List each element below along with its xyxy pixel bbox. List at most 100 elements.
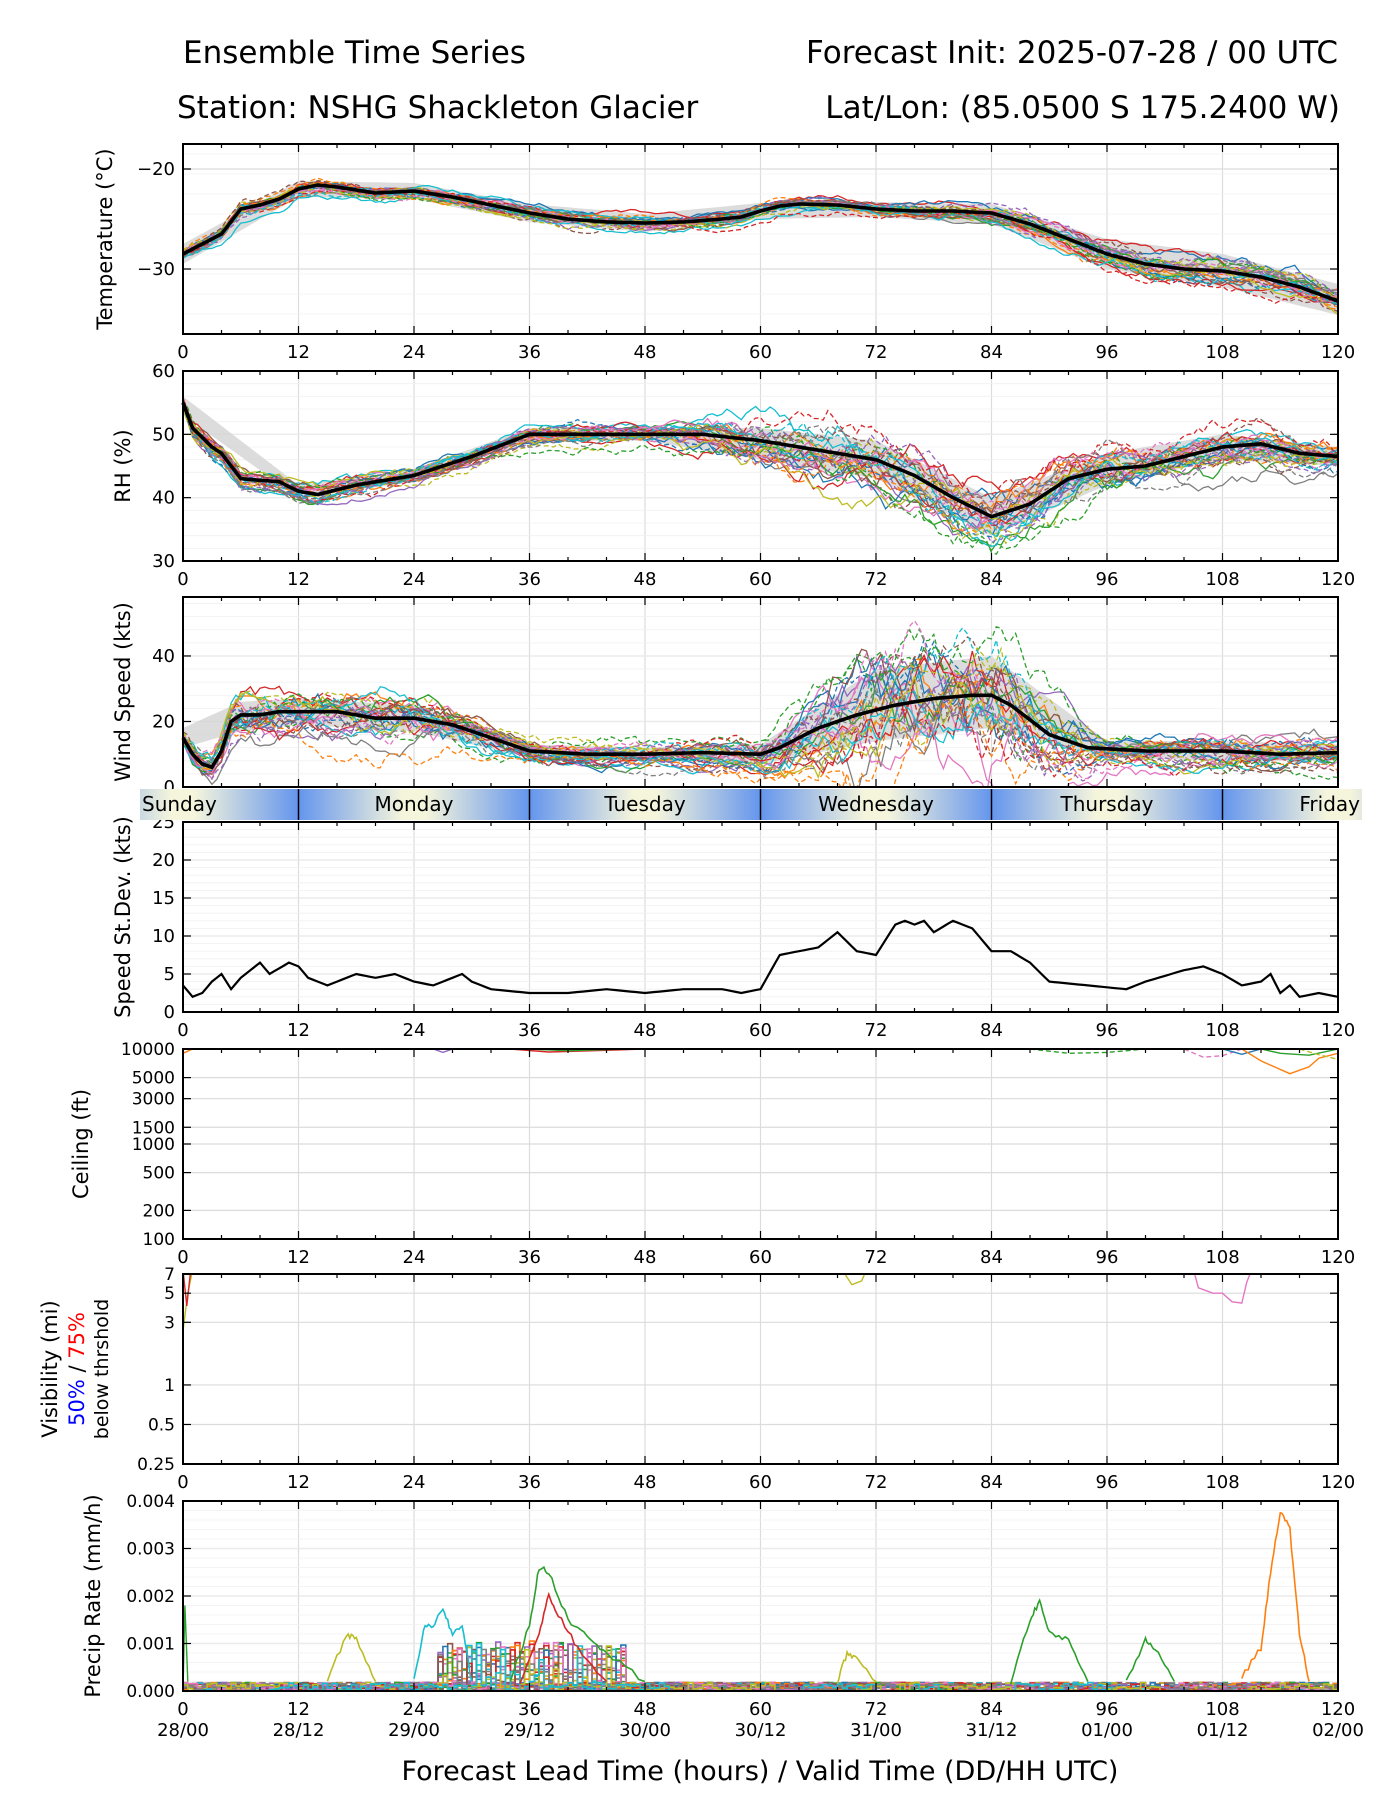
x-tick-label: 12 xyxy=(287,1699,310,1720)
y-tick-label: 5 xyxy=(164,964,175,985)
spread-band xyxy=(183,656,1338,765)
ensemble-member-line xyxy=(183,637,1338,775)
y-tick-label: 0 xyxy=(164,777,175,798)
valid-time-label: 31/12 xyxy=(966,1720,1018,1741)
day-band-cells xyxy=(140,789,1362,820)
x-tick-label: 24 xyxy=(403,569,426,590)
ensemble-member-line xyxy=(183,400,1338,531)
ensemble-member-line xyxy=(183,668,1338,787)
x-tick-label: 48 xyxy=(634,569,657,590)
ensemble-member-line xyxy=(183,653,1338,775)
precip-peak-line xyxy=(1010,1598,1089,1684)
precip-peak-line xyxy=(836,1649,877,1685)
valid-time-label: 01/00 xyxy=(1081,1720,1133,1741)
ensemble-member-line xyxy=(183,180,1338,309)
ensemble-mean-line xyxy=(182,183,1339,303)
x-tick-label: 120 xyxy=(1321,1247,1355,1268)
ensemble-member-line xyxy=(183,678,1338,777)
panel-wind: 0122436486072849610812002040Wind Speed (… xyxy=(111,596,1355,816)
x-tick-label: 12 xyxy=(287,1020,310,1041)
ensemble-member-line xyxy=(183,646,1338,770)
day-band: Sunday Monday Tuesday Wednesday Thursday Frid… xyxy=(140,789,1362,820)
ensemble-members xyxy=(183,619,1338,787)
x-tick-label: 0 xyxy=(177,1020,188,1041)
y-tick-label: 1000 xyxy=(132,1135,175,1155)
y-tick-label: 20 xyxy=(152,711,175,732)
y-tick-label: 1 xyxy=(164,1376,175,1396)
x-tick-label: 108 xyxy=(1205,342,1239,363)
valid-time-label: 28/12 xyxy=(273,1720,325,1741)
visibility-member-line xyxy=(183,1274,191,1306)
day-label: Monday xyxy=(375,792,454,816)
y-tick-label: 0 xyxy=(164,1002,175,1023)
y-tick-label: 20 xyxy=(152,850,175,871)
y-tick-label: 0.001 xyxy=(126,1635,175,1655)
station-label: Station: NSHG Shackleton Glacier xyxy=(177,90,699,126)
latlon-label: Lat/Lon: (85.0500 S 175.2400 W) xyxy=(825,90,1340,126)
title-right: Forecast Init: 2025-07-28 / 00 UTC xyxy=(806,35,1338,71)
x-tick-label: 72 xyxy=(865,1699,888,1720)
x-tick-label: 108 xyxy=(1205,1247,1239,1268)
y-tick-label: 100 xyxy=(143,1230,175,1250)
precip-member-line xyxy=(183,1643,1338,1691)
y-tick-label: 200 xyxy=(143,1201,175,1221)
x-tick-label: 48 xyxy=(634,1247,657,1268)
x-tick-label: 120 xyxy=(1321,1472,1355,1493)
x-tick-label: 120 xyxy=(1321,1020,1355,1041)
y-axis-label: Wind Speed (kts) xyxy=(111,602,135,782)
y-tick-label: 3 xyxy=(164,1313,175,1333)
ceiling-member-line xyxy=(1183,1049,1243,1058)
precip-member-line xyxy=(183,1642,1338,1691)
visibility-lines xyxy=(183,1274,1251,1331)
y-tick-label: 10 xyxy=(152,926,175,947)
y-axis-label-thresholds: 50% / 75% xyxy=(65,1312,89,1426)
stdev-line xyxy=(182,919,1339,999)
precip-member-line xyxy=(183,1647,1338,1691)
x-tick-label: 0 xyxy=(177,569,188,590)
ensemble-mean-line xyxy=(181,402,1339,519)
y-tick-label: 1500 xyxy=(132,1118,175,1138)
ensemble-member-line xyxy=(183,619,1338,780)
day-cell xyxy=(1222,789,1362,820)
x-tick-label: 36 xyxy=(518,1699,541,1720)
vis-sep-label: / xyxy=(65,1359,89,1379)
y-tick-label: 40 xyxy=(152,646,175,667)
x-tick-label: 96 xyxy=(1096,1699,1119,1720)
day-label: Tuesday xyxy=(603,792,686,816)
x-tick-label: 108 xyxy=(1205,1020,1239,1041)
day-label: Thursday xyxy=(1060,792,1154,816)
ceiling-member-line xyxy=(183,1049,203,1054)
x-tick-label: 96 xyxy=(1096,1472,1119,1493)
valid-time-label: 30/12 xyxy=(735,1720,787,1741)
x-tick-label: 84 xyxy=(980,342,1003,363)
x-tick-label: 48 xyxy=(634,342,657,363)
y-tick-label: 500 xyxy=(143,1164,175,1184)
visibility-member-line xyxy=(844,1274,866,1286)
x-tick-label: 0 xyxy=(177,1472,188,1493)
x-tick-label: 96 xyxy=(1096,1247,1119,1268)
ensemble-member-line xyxy=(183,188,1338,304)
y-tick-label: 0.004 xyxy=(126,1492,175,1512)
day-label: Wednesday xyxy=(818,792,934,816)
x-tick-label: 120 xyxy=(1321,1699,1355,1720)
panel-temperature: 0 12 24 36 48 60 72 84 96 108 120 −20 −30 Temperature… xyxy=(93,143,1355,363)
precip-peak-line xyxy=(1125,1635,1176,1682)
x-tick-label: 48 xyxy=(634,1020,657,1041)
x-tick-label: 84 xyxy=(980,1247,1003,1268)
visibility-member-line xyxy=(1193,1274,1251,1304)
x-tick-label: 12 xyxy=(287,1247,310,1268)
ensemble-member-line xyxy=(183,625,1338,769)
x-tick-label: 60 xyxy=(749,569,772,590)
y-tick-label: 10000 xyxy=(121,1040,175,1060)
day-cell xyxy=(991,789,1223,820)
x-tick-label: 60 xyxy=(749,1472,772,1493)
day-label: Sunday xyxy=(142,792,217,816)
day-cell xyxy=(760,789,992,820)
x-tick-label: 72 xyxy=(865,342,888,363)
x-tick-label: 36 xyxy=(518,342,541,363)
x-tick-label: 48 xyxy=(634,1699,657,1720)
x-tick-label: 84 xyxy=(980,1699,1003,1720)
x-tick-label: 96 xyxy=(1096,1020,1119,1041)
ensemble-member-line xyxy=(183,400,1338,502)
